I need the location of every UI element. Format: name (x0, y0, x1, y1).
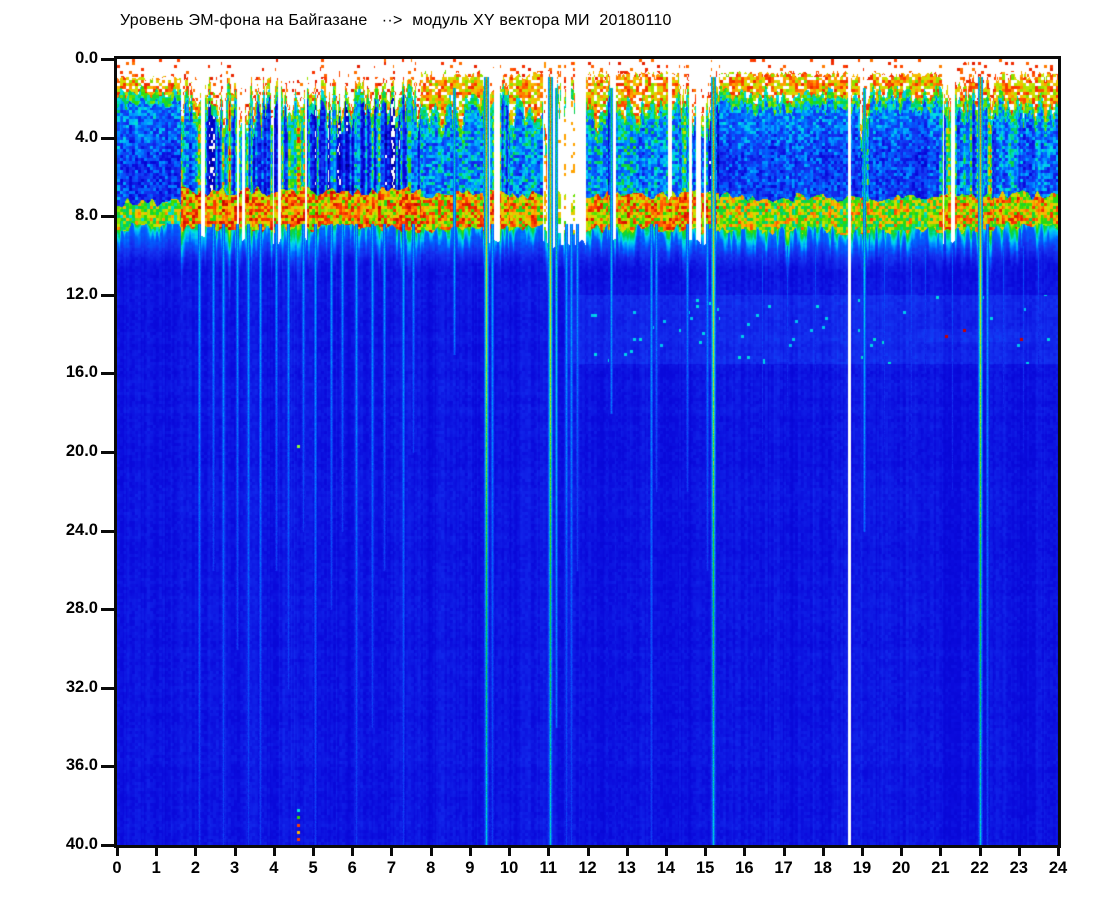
y-tick (101, 765, 114, 769)
x-tick (508, 846, 512, 856)
x-tick-label: 23 (1009, 859, 1028, 877)
x-tick (664, 846, 668, 856)
y-tick-label: 8.0 (75, 206, 98, 225)
plot-frame (114, 56, 1061, 848)
y-tick (101, 58, 114, 61)
x-tick-label: 5 (308, 859, 318, 877)
x-tick (233, 846, 237, 856)
x-tick (155, 846, 159, 856)
x-tick-label: 16 (735, 859, 754, 877)
y-tick (101, 608, 114, 612)
x-tick (547, 846, 551, 856)
x-tick (704, 846, 708, 856)
x-tick-label: 3 (230, 859, 240, 877)
x-tick-label: 1 (151, 859, 161, 877)
x-tick (272, 846, 276, 856)
x-tick-label: 24 (1048, 859, 1068, 877)
y-tick-label: 20.0 (65, 442, 98, 460)
y-tick (101, 844, 114, 847)
y-tick (101, 451, 114, 454)
y-tick-label: 32.0 (65, 677, 98, 696)
x-tick (625, 846, 629, 856)
x-tick-label: 20 (891, 859, 911, 877)
x-tick-label: 22 (970, 859, 989, 877)
x-tick-label: 2 (190, 859, 200, 877)
y-tick-label: 24.0 (65, 520, 98, 539)
x-tick (821, 846, 825, 856)
x-tick (194, 846, 198, 856)
x-tick-label: 10 (499, 859, 519, 877)
x-tick (978, 846, 982, 856)
x-tick-label: 8 (426, 859, 436, 877)
y-tick-label: 0.0 (75, 49, 98, 67)
y-tick (101, 293, 114, 297)
x-tick (390, 846, 394, 856)
chart-title: Уровень ЭМ-фона на Байгазане ··> модуль … (120, 12, 672, 29)
x-tick (860, 846, 864, 856)
x-tick-label: 13 (617, 859, 636, 877)
x-tick-label: 18 (813, 859, 832, 877)
y-tick (101, 136, 114, 140)
x-tick (743, 846, 747, 856)
x-tick (468, 846, 472, 856)
x-tick-label: 11 (539, 859, 557, 877)
x-tick-label: 4 (269, 859, 279, 877)
x-tick (312, 846, 316, 856)
y-tick (101, 686, 114, 690)
x-tick (939, 846, 943, 856)
y-tick-label: 4.0 (75, 127, 98, 146)
x-tick (116, 846, 119, 856)
y-tick-label: 36.0 (65, 756, 98, 775)
y-tick (101, 215, 114, 219)
x-tick (351, 846, 355, 856)
x-tick (1057, 846, 1060, 856)
x-tick-label: 21 (931, 859, 950, 877)
y-tick (101, 372, 114, 376)
x-tick-label: 14 (656, 859, 676, 877)
x-tick-label: 7 (386, 859, 397, 877)
y-tick (101, 529, 114, 533)
y-tick-label: 28.0 (65, 599, 98, 618)
x-tick-label: 19 (852, 859, 872, 877)
x-tick-label: 9 (465, 859, 475, 877)
x-tick-label: 12 (578, 859, 597, 877)
x-tick-label: 17 (774, 859, 793, 877)
x-tick (586, 846, 590, 856)
x-tick (429, 846, 433, 856)
y-tick-label: 16.0 (65, 363, 98, 382)
y-tick-label: 40.0 (65, 835, 98, 853)
y-tick-label: 12.0 (65, 284, 98, 303)
x-tick (1017, 846, 1021, 856)
x-tick-label: 15 (695, 859, 715, 877)
x-tick-label: 0 (112, 859, 122, 877)
x-tick (782, 846, 786, 856)
x-tick-label: 6 (347, 859, 357, 877)
x-tick (900, 846, 904, 856)
spectrogram-canvas (117, 59, 1058, 845)
